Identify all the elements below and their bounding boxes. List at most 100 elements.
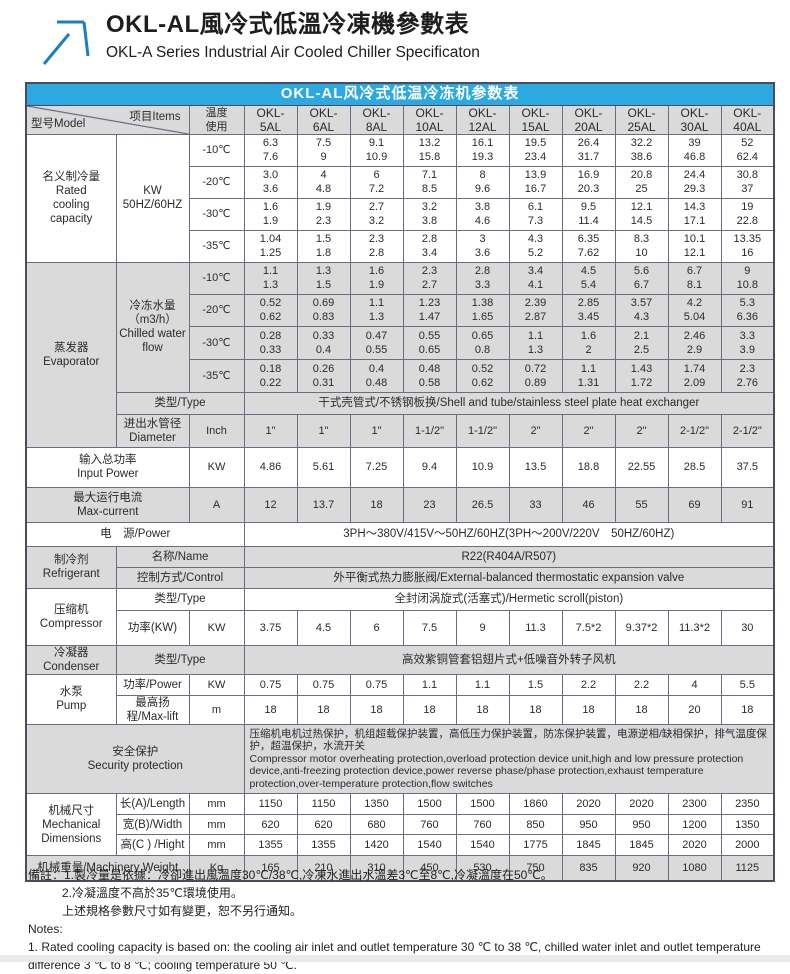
dual-value-cell: 0.65 0.8: [455, 325, 510, 360]
value-cell: 2-1/2": [667, 413, 722, 448]
value-cell: 18: [455, 694, 510, 725]
value-cell: 5.5: [720, 673, 775, 696]
dual-value-cell: 7.1 8.5: [402, 165, 457, 199]
dual-value-cell: 2.8 3.4: [402, 229, 457, 263]
spec-table-wrap: OKL-AL风冷式低温冷冻机参数表 型号Model 项目Items 温度 使用 OKL-…: [25, 82, 777, 882]
dual-value-cell: 0.72 0.89: [508, 358, 563, 393]
length-label: 长(A)/Length: [115, 793, 190, 816]
temp-row-label: -35℃: [188, 358, 245, 393]
value-cell: 1540: [402, 834, 457, 857]
dual-value-cell: 9 10.8: [720, 261, 775, 295]
value-cell: 22.55: [614, 446, 669, 488]
value-cell: 1500: [402, 793, 457, 816]
dual-value-cell: 39 46.8: [667, 133, 722, 167]
dual-value-cell: 19 22.8: [720, 197, 775, 231]
value-cell: 1860: [508, 793, 563, 816]
value-cell: 11.3: [508, 609, 563, 646]
compressor-label: 压缩机 Compressor: [25, 587, 117, 646]
condenser-type-label: 类型/Type: [115, 644, 245, 675]
value-cell: 33: [508, 486, 563, 523]
dual-value-cell: 24.4 29.3: [667, 165, 722, 199]
value-cell: 1": [349, 413, 404, 448]
dual-value-cell: 1.1 1.31: [561, 358, 616, 393]
dual-value-cell: 14.3 17.1: [667, 197, 722, 231]
dual-value-cell: 4.2 5.04: [667, 293, 722, 327]
diameter-unit: Inch: [188, 413, 245, 448]
value-cell: 165: [243, 855, 298, 882]
dual-value-cell: 4.5 5.4: [561, 261, 616, 295]
dual-value-cell: 3.57 4.3: [614, 293, 669, 327]
dual-value-cell: 0.28 0.33: [243, 325, 298, 360]
value-cell: 18: [349, 694, 404, 725]
value-cell: 91: [720, 486, 775, 523]
value-cell: 760: [402, 814, 457, 836]
temp-row-label: -30℃: [188, 197, 245, 231]
refrigerant-control-value: 外平衡式热力膨胀阀/External-balanced thermostatic…: [243, 566, 775, 589]
value-cell: 18: [402, 694, 457, 725]
model-header: OKL- 40AL: [720, 104, 775, 135]
value-cell: 9.37*2: [614, 609, 669, 646]
value-cell: 7.5*2: [561, 609, 616, 646]
value-cell: 210: [296, 855, 351, 882]
title-block: OKL-AL風冷式低溫冷凍機參數表 OKL-A Series Industria…: [106, 8, 480, 64]
dual-value-cell: 8 9.6: [455, 165, 510, 199]
dual-value-cell: 3.8 4.6: [455, 197, 510, 231]
value-cell: 1540: [455, 834, 510, 857]
value-cell: 1355: [243, 834, 298, 857]
pump-power-unit: KW: [188, 673, 245, 696]
page-bottom-strip: [0, 955, 790, 962]
evaporator-type-label: 类型/Type: [115, 391, 245, 415]
evaporator-label: 蒸发器 Evaporator: [25, 261, 117, 448]
value-cell: 2.2: [561, 673, 616, 696]
value-cell: 1845: [614, 834, 669, 857]
dual-value-cell: 6 7.2: [349, 165, 404, 199]
value-cell: 2020: [614, 793, 669, 816]
table-title: OKL-AL风冷式低温冷冻机参数表: [25, 82, 775, 106]
pump-label: 水泵 Pump: [25, 673, 117, 725]
dual-value-cell: 0.48 0.58: [402, 358, 457, 393]
dual-value-cell: 2.3 2.7: [402, 261, 457, 295]
dual-value-cell: 1.04 1.25: [243, 229, 298, 263]
dual-value-cell: 0.52 0.62: [455, 358, 510, 393]
value-cell: 450: [402, 855, 457, 882]
power-supply-value: 3PH～380V/415V～50HZ/60HZ(3PH～200V/220V 50…: [243, 521, 775, 547]
value-cell: 1420: [349, 834, 404, 857]
value-cell: 1150: [243, 793, 298, 816]
dual-value-cell: 1.23 1.47: [402, 293, 457, 327]
condenser-type-value: 高效紫铜管套铝翅片式+低噪音外转子风机: [243, 644, 775, 675]
value-cell: 55: [614, 486, 669, 523]
dual-value-cell: 3.4 4.1: [508, 261, 563, 295]
value-cell: 2": [614, 413, 669, 448]
value-cell: 23: [402, 486, 457, 523]
diameter-label: 进出水管径 Diameter: [115, 413, 190, 448]
footnotes: 備註：1.製冷量是依據：冷卻進出風溫度30℃/38℃,冷凍水進出水溫差3℃至8℃…: [28, 866, 768, 974]
value-cell: 28.5: [667, 446, 722, 488]
dual-value-cell: 0.52 0.62: [243, 293, 298, 327]
value-cell: 9.4: [402, 446, 457, 488]
length-unit: mm: [188, 793, 245, 816]
temp-row-label: -10℃: [188, 133, 245, 167]
value-cell: 2-1/2": [720, 413, 775, 448]
dual-value-cell: 26.4 31.7: [561, 133, 616, 167]
dual-value-cell: 0.33 0.4: [296, 325, 351, 360]
value-cell: 0.75: [243, 673, 298, 696]
dual-value-cell: 3.3 3.9: [720, 325, 775, 360]
height-label: 高(C ) /Hight: [115, 834, 190, 857]
value-cell: 46: [561, 486, 616, 523]
security-protection-value: 压缩机电机过热保护，机组超载保护装置，高低压力保护装置，防冻保护装置，电源逆相/…: [243, 723, 775, 795]
footnote-line: 2.冷凝溫度不高於35℃環境使用。: [62, 886, 243, 900]
value-cell: 1.1: [455, 673, 510, 696]
value-cell: 620: [243, 814, 298, 836]
value-cell: 310: [349, 855, 404, 882]
spec-table: OKL-AL风冷式低温冷冻机参数表 型号Model 项目Items 温度 使用 OKL-…: [25, 82, 776, 882]
dual-value-cell: 2.3 2.8: [349, 229, 404, 263]
model-header: OKL- 6AL: [296, 104, 351, 135]
dual-value-cell: 20.8 25: [614, 165, 669, 199]
dual-value-cell: 4 4.8: [296, 165, 351, 199]
pump-maxlift-label: 最高扬程/Max-lift: [115, 694, 190, 725]
value-cell: 850: [508, 814, 563, 836]
model-items-header: 型号Model 项目Items: [25, 104, 190, 135]
dual-value-cell: 1.1 1.3: [508, 325, 563, 360]
dual-value-cell: 52 62.4: [720, 133, 775, 167]
